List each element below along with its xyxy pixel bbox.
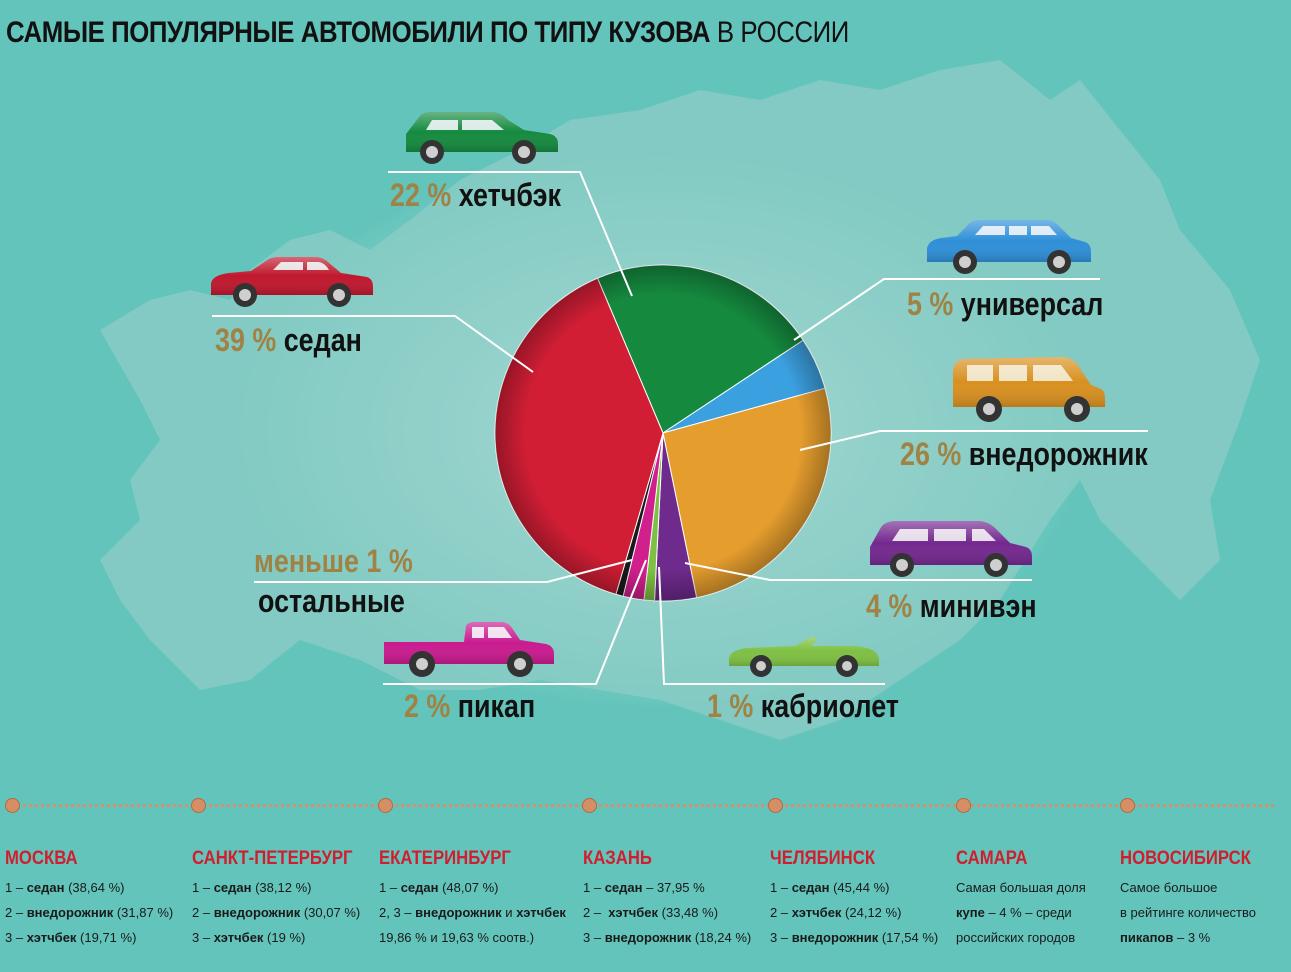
city-line: в рейтинге количество <box>1120 905 1257 920</box>
page-title: САМЫЕ ПОПУЛЯРНЫЕ АВТОМОБИЛИ ПО ТИПУ КУЗО… <box>6 14 849 52</box>
city-line: пикапов – 3 % <box>1120 930 1211 945</box>
city-line: 1 – седан (38,12 %) <box>192 880 312 895</box>
name-other: остальные <box>258 583 405 619</box>
city-moscow: МОСКВА 1 – седан (38,64 %) 2 – внедорожн… <box>5 848 173 950</box>
city-name: КАЗАНЬ <box>583 848 652 869</box>
timeline-dot <box>378 798 393 813</box>
city-line: Самая большая доля <box>956 880 1086 895</box>
pct-cabrio: 1 % <box>707 688 754 724</box>
leader-hatchback <box>388 171 633 297</box>
city-spb: САНКТ-ПЕТЕРБУРГ 1 – седан (38,12 %) 2 – … <box>192 848 374 950</box>
timeline-dot <box>582 798 597 813</box>
city-line: 1 – седан – 37,95 % <box>583 880 705 895</box>
label-other-pct: меньше 1 % <box>254 543 413 579</box>
city-samara: САМАРА Самая большая доля купе – 4 % – с… <box>956 848 1086 950</box>
label-cabrio: 1 % кабриолет <box>707 688 899 724</box>
cabriolet-car-icon <box>729 636 879 677</box>
city-line: 1 – седан (48,07 %) <box>379 880 499 895</box>
city-line: 2 – внедорожник (31,87 %) <box>5 905 174 920</box>
city-line: 3 – внедорожник (17,54 %) <box>770 930 939 945</box>
city-name: МОСКВА <box>5 848 78 869</box>
hatchback-car-icon <box>406 112 558 164</box>
title-bold: САМЫЕ ПОПУЛЯРНЫЕ АВТОМОБИЛИ ПО ТИПУ КУЗО… <box>6 16 711 49</box>
city-name: НОВОСИБИРСК <box>1120 848 1251 869</box>
label-wagon: 5 % универсал <box>907 286 1103 322</box>
city-line: 2 – внедорожник (30,07 %) <box>192 905 361 920</box>
timeline-dot <box>768 798 783 813</box>
city-line: 1 – седан (38,64 %) <box>5 880 125 895</box>
city-novosibirsk: НОВОСИБИРСК Самое большое в рейтинге кол… <box>1120 848 1269 950</box>
title-regular: В РОССИИ <box>716 16 849 49</box>
wagon-car-icon <box>927 220 1091 274</box>
pct-hatchback: 22 % <box>390 177 452 213</box>
pct-pickup: 2 % <box>404 688 451 724</box>
city-ekaterinburg: ЕКАТЕРИНБУРГ 1 – седан (48,07 %) 2, 3 – … <box>379 848 566 950</box>
name-suv: внедорожник <box>968 436 1148 472</box>
city-line: российских городов <box>956 930 1076 945</box>
timeline-dot <box>1120 798 1135 813</box>
leader-sedan <box>212 315 534 373</box>
pct-sedan: 39 % <box>215 322 277 358</box>
leader-minivan <box>684 562 1032 581</box>
label-hatchback: 22 % хетчбэк <box>390 177 561 213</box>
leader-suv <box>799 430 1148 451</box>
city-line: 3 – внедорожник (18,24 %) <box>583 930 752 945</box>
leader-pickup <box>383 559 647 685</box>
pct-suv: 26 % <box>900 436 962 472</box>
city-name: ЕКАТЕРИНБУРГ <box>379 848 511 869</box>
name-wagon: универсал <box>960 286 1104 322</box>
label-other-name: остальные <box>258 583 405 619</box>
city-line: купе – 4 % – среди <box>956 905 1072 920</box>
label-sedan: 39 % седан <box>215 322 362 358</box>
timeline-dot <box>5 798 20 813</box>
name-sedan: седан <box>283 322 362 358</box>
pickup-car-icon <box>384 622 554 677</box>
suv-car-icon <box>953 357 1105 422</box>
city-line: 2, 3 – внедорожник и хэтчбек <box>379 905 566 920</box>
timeline-dot <box>191 798 206 813</box>
city-kazan: КАЗАНЬ 1 – седан – 37,95 % 2 – хэтчбек (… <box>583 848 751 950</box>
city-line: 2 – хэтчбек (33,48 %) <box>583 905 719 920</box>
sedan-car-icon <box>211 257 373 307</box>
leader-other <box>254 559 633 583</box>
leader-wagon <box>793 278 1100 341</box>
city-line: 19,86 % и 19,63 % соотв.) <box>379 930 535 945</box>
leader-cabrio <box>658 566 885 685</box>
city-line: 3 – хэтчбек (19 %) <box>192 930 306 945</box>
name-minivan: минивэн <box>919 588 1037 624</box>
city-line: 1 – седан (45,44 %) <box>770 880 890 895</box>
pct-other: меньше 1 % <box>254 543 413 579</box>
label-minivan: 4 % минивэн <box>866 588 1037 624</box>
city-chelyabinsk: ЧЕЛЯБИНСК 1 – седан (45,44 %) 2 – хэтчбе… <box>770 848 938 950</box>
timeline-dotted-line <box>12 804 1274 807</box>
label-suv: 26 % внедорожник <box>900 436 1148 472</box>
city-line: 3 – хэтчбек (19,71 %) <box>5 930 137 945</box>
pct-wagon: 5 % <box>907 286 954 322</box>
city-line: Самое большое <box>1120 880 1218 895</box>
name-cabrio: кабриолет <box>760 688 899 724</box>
minivan-car-icon <box>870 521 1032 577</box>
pct-minivan: 4 % <box>866 588 913 624</box>
name-pickup: пикап <box>457 688 536 724</box>
pie-chart <box>212 171 1148 685</box>
city-line: 2 – хэтчбек (24,12 %) <box>770 905 902 920</box>
city-name: ЧЕЛЯБИНСК <box>770 848 876 869</box>
city-name: САНКТ-ПЕТЕРБУРГ <box>192 848 353 869</box>
name-hatchback: хетчбэк <box>458 177 561 213</box>
timeline-dot <box>956 798 971 813</box>
pie-rim <box>495 265 831 601</box>
label-pickup: 2 % пикап <box>404 688 535 724</box>
city-name: САМАРА <box>956 848 1028 869</box>
